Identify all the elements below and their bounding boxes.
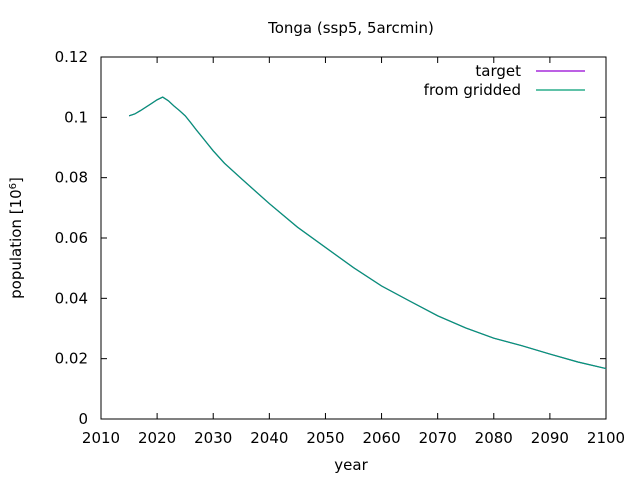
x-tick-label: 2060 <box>362 429 400 447</box>
x-tick-label: 2070 <box>419 429 457 447</box>
y-axis-label-close: ] <box>7 177 25 183</box>
axis-ticks <box>100 56 607 420</box>
x-tick-label: 2020 <box>138 429 176 447</box>
axis-tick-labels: 2010 2020 2030 2040 2050 2060 2070 2080 2090 2100… <box>55 48 626 447</box>
legend: target from gridded <box>424 62 585 99</box>
series-lines <box>128 96 607 370</box>
y-tick-label: 0.06 <box>55 229 88 247</box>
series-line-target <box>128 96 607 370</box>
y-tick-label: 0 <box>78 410 88 428</box>
x-tick-label: 2030 <box>194 429 232 447</box>
x-axis-label: year <box>334 456 368 474</box>
x-tick-label: 2050 <box>306 429 344 447</box>
y-tick-label: 0.02 <box>55 350 88 368</box>
series-line-from-gridded <box>128 96 607 370</box>
legend-label-from-gridded: from gridded <box>424 81 521 99</box>
x-tick-label: 2100 <box>587 429 625 447</box>
y-tick-label: 0.1 <box>64 108 88 126</box>
legend-label-target: target <box>475 62 521 80</box>
y-axis-label-base: population [10 <box>7 189 25 299</box>
x-tick-label: 2010 <box>82 429 120 447</box>
y-axis-label: population [106] <box>7 177 25 299</box>
plot-frame <box>100 56 607 420</box>
y-tick-label: 0.12 <box>55 48 88 66</box>
y-tick-label: 0.08 <box>55 169 88 187</box>
chart-title: Tonga (ssp5, 5arcmin) <box>267 19 434 37</box>
y-axis-label-exponent: 6 <box>8 183 19 189</box>
x-tick-label: 2090 <box>531 429 569 447</box>
x-tick-label: 2040 <box>250 429 288 447</box>
y-tick-label: 0.04 <box>55 289 88 307</box>
x-tick-label: 2080 <box>475 429 513 447</box>
